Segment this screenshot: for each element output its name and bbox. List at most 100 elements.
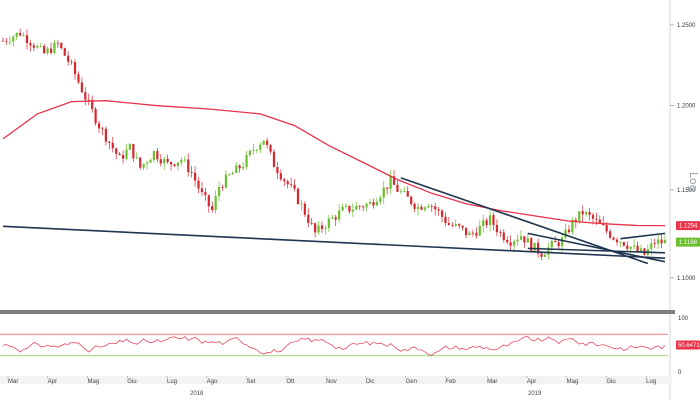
- candle-body: [564, 229, 567, 238]
- candle-body: [145, 162, 149, 164]
- candle-body: [111, 142, 114, 149]
- candle-body: [259, 144, 262, 150]
- log-scale-label: Log: [687, 172, 700, 192]
- candle-body: [56, 42, 59, 44]
- candle-body: [451, 225, 454, 226]
- candle-body: [12, 36, 15, 42]
- candle-body: [348, 205, 351, 212]
- candle-body: [248, 150, 252, 156]
- candle-body: [255, 149, 258, 151]
- candle-body: [310, 222, 313, 224]
- candle-body: [293, 184, 296, 189]
- candle-body: [207, 195, 210, 207]
- long-support-trendline[interactable]: [2, 225, 666, 259]
- candle-body: [80, 82, 83, 93]
- candle-body: [639, 248, 643, 252]
- candle-body: [372, 202, 375, 206]
- candle-body: [224, 174, 228, 188]
- candle-body: [526, 238, 529, 243]
- candle-body: [389, 176, 392, 189]
- candle-body: [406, 190, 409, 197]
- candle-body: [142, 163, 145, 168]
- oscillator-pane: 100 0 50.6471: [0, 316, 700, 376]
- candle-body: [499, 232, 502, 233]
- candle-body: [245, 155, 248, 167]
- candle-body: [629, 246, 632, 249]
- x-month-label: Gen: [406, 379, 417, 385]
- horizontal-support-line[interactable]: [527, 247, 666, 254]
- candle-body: [447, 223, 451, 226]
- sma-value-badge-text: 1.1294: [679, 224, 698, 230]
- oscillator-value-badge: [676, 340, 700, 350]
- x-month-label: Lug: [167, 379, 177, 385]
- candle-body: [609, 231, 612, 238]
- candle-body: [338, 210, 341, 220]
- candle-body: [73, 62, 77, 75]
- candle-body: [125, 149, 128, 159]
- candle-body: [578, 211, 581, 222]
- candle-body: [427, 205, 430, 208]
- candle-body: [464, 227, 468, 236]
- candle-body: [108, 141, 111, 143]
- candle-body: [341, 206, 344, 211]
- candle-body: [115, 148, 118, 154]
- x-month-label: Ago: [207, 379, 218, 385]
- candle-body: [204, 192, 207, 196]
- candle-body: [471, 232, 475, 234]
- x-month-label: Feb: [445, 379, 456, 385]
- candle-body: [598, 219, 601, 224]
- candle-body: [523, 236, 526, 243]
- candle-body: [180, 159, 183, 163]
- oscillator-value-text: 50.6471: [678, 343, 700, 349]
- candle-body: [8, 41, 11, 43]
- candle-body: [650, 243, 653, 249]
- candle-body: [152, 151, 156, 160]
- candle-body: [242, 166, 245, 169]
- last-price-badge-text: 1.1198: [679, 240, 698, 246]
- candle-body: [430, 205, 433, 207]
- short-rising-line[interactable]: [620, 232, 666, 240]
- candle-body: [166, 158, 169, 163]
- candle-body: [543, 254, 547, 257]
- candle-body: [84, 92, 87, 100]
- candle-body: [423, 207, 426, 210]
- time-axis: Mar Apr Mag Giu Lug Ago Set Ott Nov Dic Gen Feb Mar A…: [7, 376, 656, 397]
- candle-body: [94, 109, 97, 124]
- candle-body: [612, 237, 615, 240]
- x-year-label: 2019: [528, 391, 542, 397]
- candle-body: [420, 206, 423, 210]
- candle-body: [533, 242, 536, 251]
- candle-body: [200, 188, 204, 193]
- candle-body: [344, 205, 348, 207]
- candle-body: [581, 211, 584, 215]
- y-tick-label: 1.2000: [677, 104, 696, 110]
- candle-body: [235, 165, 238, 173]
- candle-body: [492, 215, 495, 225]
- x-month-label: Mag: [567, 379, 579, 385]
- y-tick-label: 1.1500: [677, 188, 696, 194]
- candle-body: [214, 195, 217, 211]
- candle-body: [53, 42, 56, 53]
- time-axis-band: [0, 376, 672, 384]
- candle-body: [605, 225, 608, 232]
- candle-body: [574, 219, 577, 222]
- candle-body: [444, 216, 447, 224]
- candle-body: [118, 153, 121, 156]
- candle-body: [163, 158, 166, 164]
- candle-body: [482, 220, 485, 226]
- candle-body: [554, 240, 557, 243]
- x-month-label: Ott: [286, 379, 294, 385]
- candle-body: [70, 61, 73, 63]
- candle-body: [187, 159, 190, 173]
- oscillator-tick-label: 100: [678, 316, 689, 322]
- descending-channel-lower[interactable]: [527, 232, 666, 263]
- candle-body: [238, 165, 241, 169]
- candle-body: [488, 215, 492, 226]
- candle-body: [403, 190, 406, 192]
- x-month-label: Giu: [127, 379, 136, 385]
- candle-body: [595, 218, 598, 220]
- candle-body: [91, 99, 94, 110]
- candle-body: [43, 45, 46, 54]
- candle-body: [15, 32, 18, 37]
